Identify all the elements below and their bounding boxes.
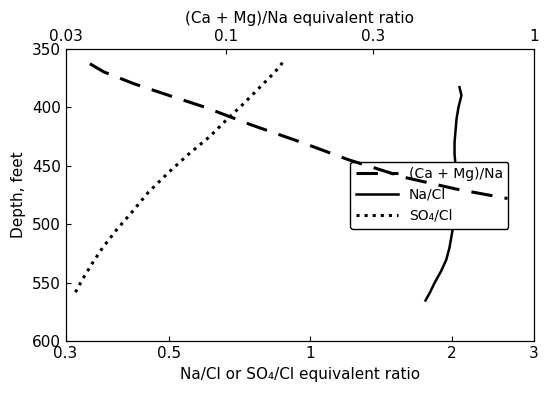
X-axis label: (Ca + Mg)/Na equivalent ratio: (Ca + Mg)/Na equivalent ratio [185, 11, 414, 26]
Y-axis label: Depth, feet: Depth, feet [11, 152, 26, 239]
Legend: (Ca + Mg)/Na, Na/Cl, SO₄/Cl: (Ca + Mg)/Na, Na/Cl, SO₄/Cl [350, 162, 508, 228]
X-axis label: Na/Cl or SO₄/Cl equivalent ratio: Na/Cl or SO₄/Cl equivalent ratio [180, 367, 420, 382]
